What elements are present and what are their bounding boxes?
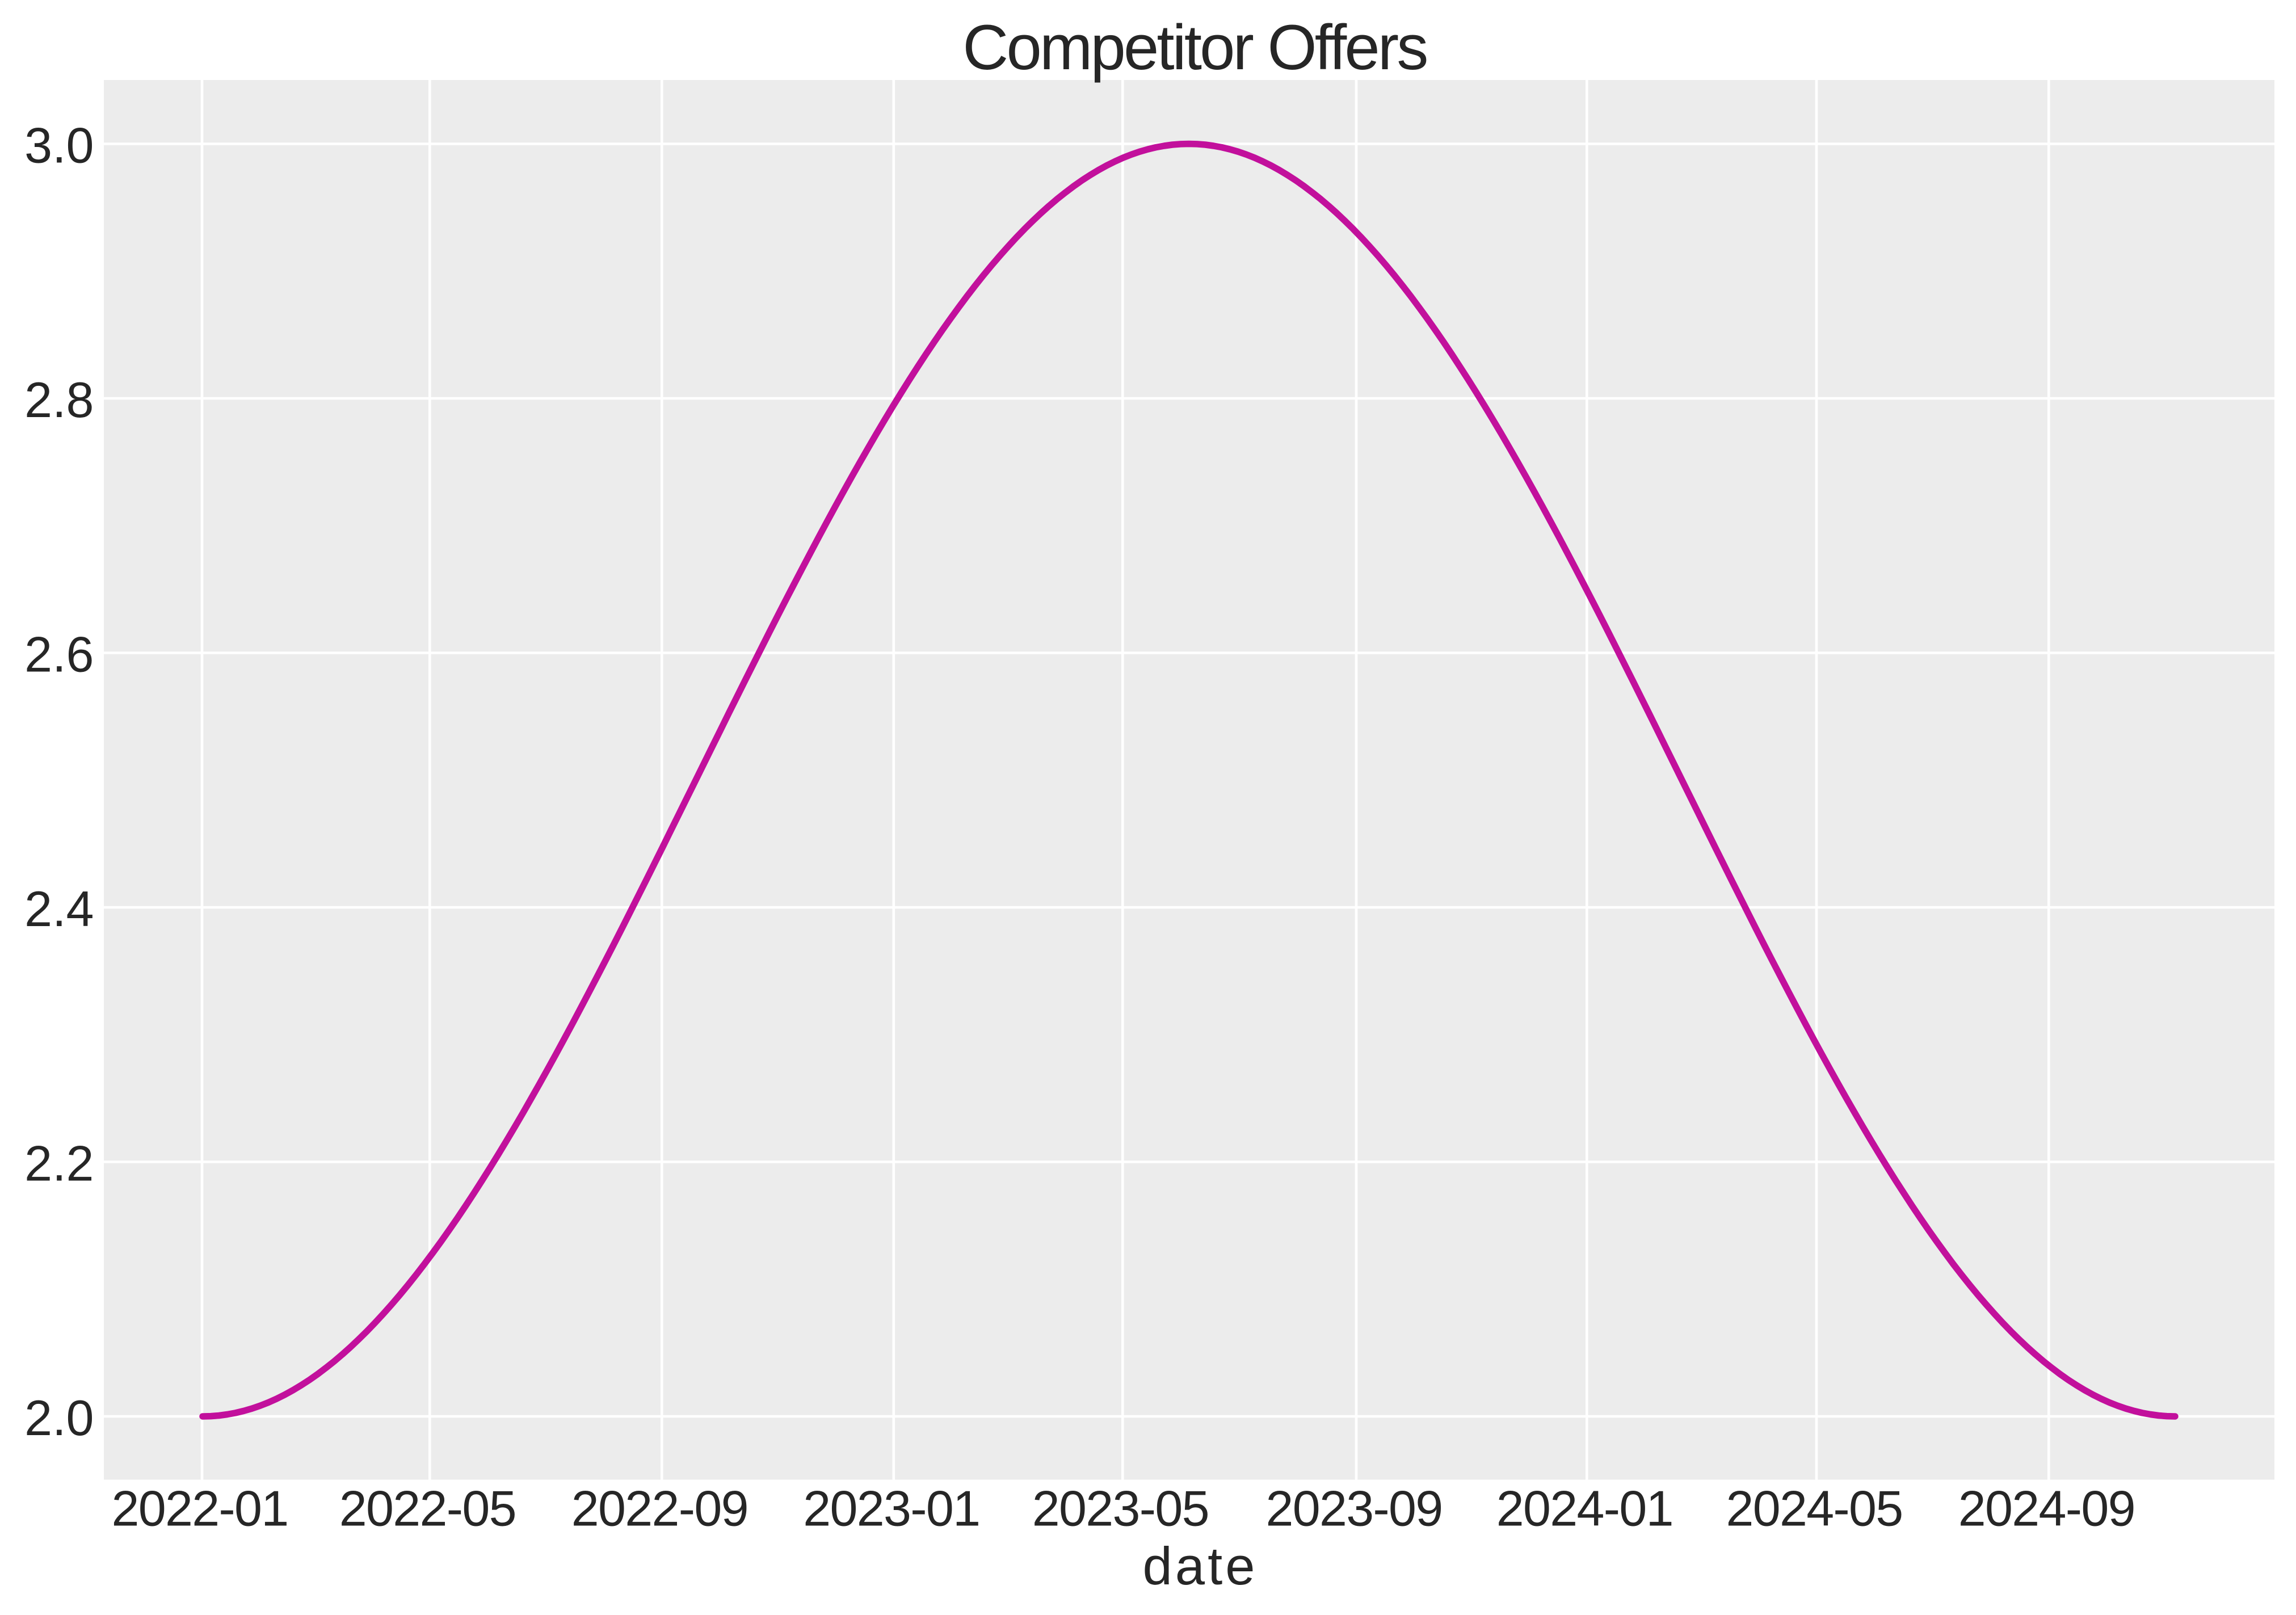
svg-text:2.0: 2.0 xyxy=(24,1390,94,1446)
svg-text:2023-09: 2023-09 xyxy=(1265,1481,1442,1537)
svg-text:2022-01: 2022-01 xyxy=(111,1481,288,1537)
svg-text:2022-05: 2022-05 xyxy=(339,1481,516,1537)
svg-text:2.4: 2.4 xyxy=(24,881,94,937)
svg-text:Competitor Offers: Competitor Offers xyxy=(962,12,1426,83)
svg-text:2.8: 2.8 xyxy=(24,372,94,428)
svg-text:2.2: 2.2 xyxy=(24,1135,94,1192)
svg-text:2023-05: 2023-05 xyxy=(1032,1481,1209,1537)
svg-text:2024-09: 2024-09 xyxy=(1958,1481,2135,1537)
svg-text:date: date xyxy=(1143,1536,1258,1596)
svg-text:2024-05: 2024-05 xyxy=(1726,1481,1902,1537)
svg-text:3.0: 3.0 xyxy=(24,117,94,174)
svg-text:2022-09: 2022-09 xyxy=(571,1481,748,1537)
svg-text:2024-01: 2024-01 xyxy=(1496,1481,1673,1537)
svg-text:2.6: 2.6 xyxy=(24,626,94,683)
svg-text:2023-01: 2023-01 xyxy=(803,1481,979,1537)
